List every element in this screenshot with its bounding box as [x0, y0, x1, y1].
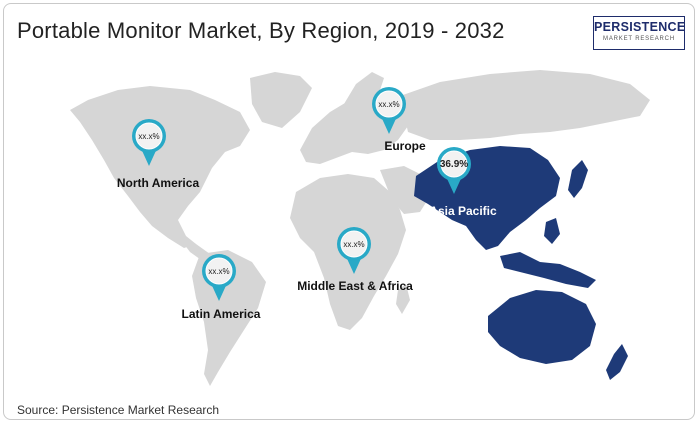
- greenland-shape: [250, 72, 312, 128]
- europe-value: xx.x%: [378, 100, 399, 109]
- logo-name: PERSISTENCE: [594, 20, 686, 34]
- russia-shape: [400, 70, 650, 140]
- japan-shape: [568, 160, 588, 198]
- asia-pacific-label: Asia Pacific: [429, 204, 497, 218]
- australia-shape: [488, 290, 596, 364]
- north-america-pin-face: [135, 122, 163, 150]
- source-note: Source: Persistence Market Research: [17, 403, 220, 417]
- latin-america-pin-face: [205, 257, 233, 285]
- north-america-label: North America: [117, 176, 200, 190]
- asia-pacific-region-shape: [414, 146, 628, 380]
- madagascar-shape: [396, 284, 410, 314]
- southeast-asia-islands-shape: [500, 252, 596, 288]
- north-america-value: xx.x%: [138, 132, 159, 141]
- middle-east-africa-value: xx.x%: [343, 240, 364, 249]
- persistence-logo: PERSISTENCE MARKET RESEARCH: [593, 16, 685, 50]
- north-america-shape: [70, 86, 250, 248]
- new-zealand-shape: [606, 344, 628, 380]
- europe-pin: xx.x% Europe: [372, 87, 426, 153]
- latin-america-value: xx.x%: [208, 267, 229, 276]
- asia-pacific-pin-face: [440, 150, 468, 178]
- asia-pacific-value: 36.9%: [440, 159, 468, 170]
- latin-america-pin: xx.x% Latin America: [182, 254, 261, 321]
- logo-subtitle: MARKET RESEARCH: [603, 36, 675, 42]
- region-pins: xx.x% North America xx.x% Europe 36.9% Asia P…: [117, 87, 497, 321]
- middle-east-africa-label: Middle East & Africa: [297, 279, 413, 293]
- north-america-pin: xx.x% North America: [117, 119, 200, 190]
- europe-label: Europe: [384, 139, 426, 153]
- middle-east-africa-pin: xx.x% Middle East & Africa: [297, 227, 413, 293]
- mainland-asia-shape: [414, 146, 560, 250]
- philippines-shape: [544, 218, 560, 244]
- page-title: Portable Monitor Market, By Region, 2019…: [17, 18, 505, 43]
- infographic-frame: Portable Monitor Market, By Region, 2019…: [3, 3, 695, 420]
- asia-pacific-pin: 36.9% Asia Pacific: [429, 147, 497, 218]
- latin-america-label: Latin America: [182, 307, 261, 321]
- middle-east-africa-pin-face: [340, 230, 368, 258]
- europe-pin-face: [375, 90, 403, 118]
